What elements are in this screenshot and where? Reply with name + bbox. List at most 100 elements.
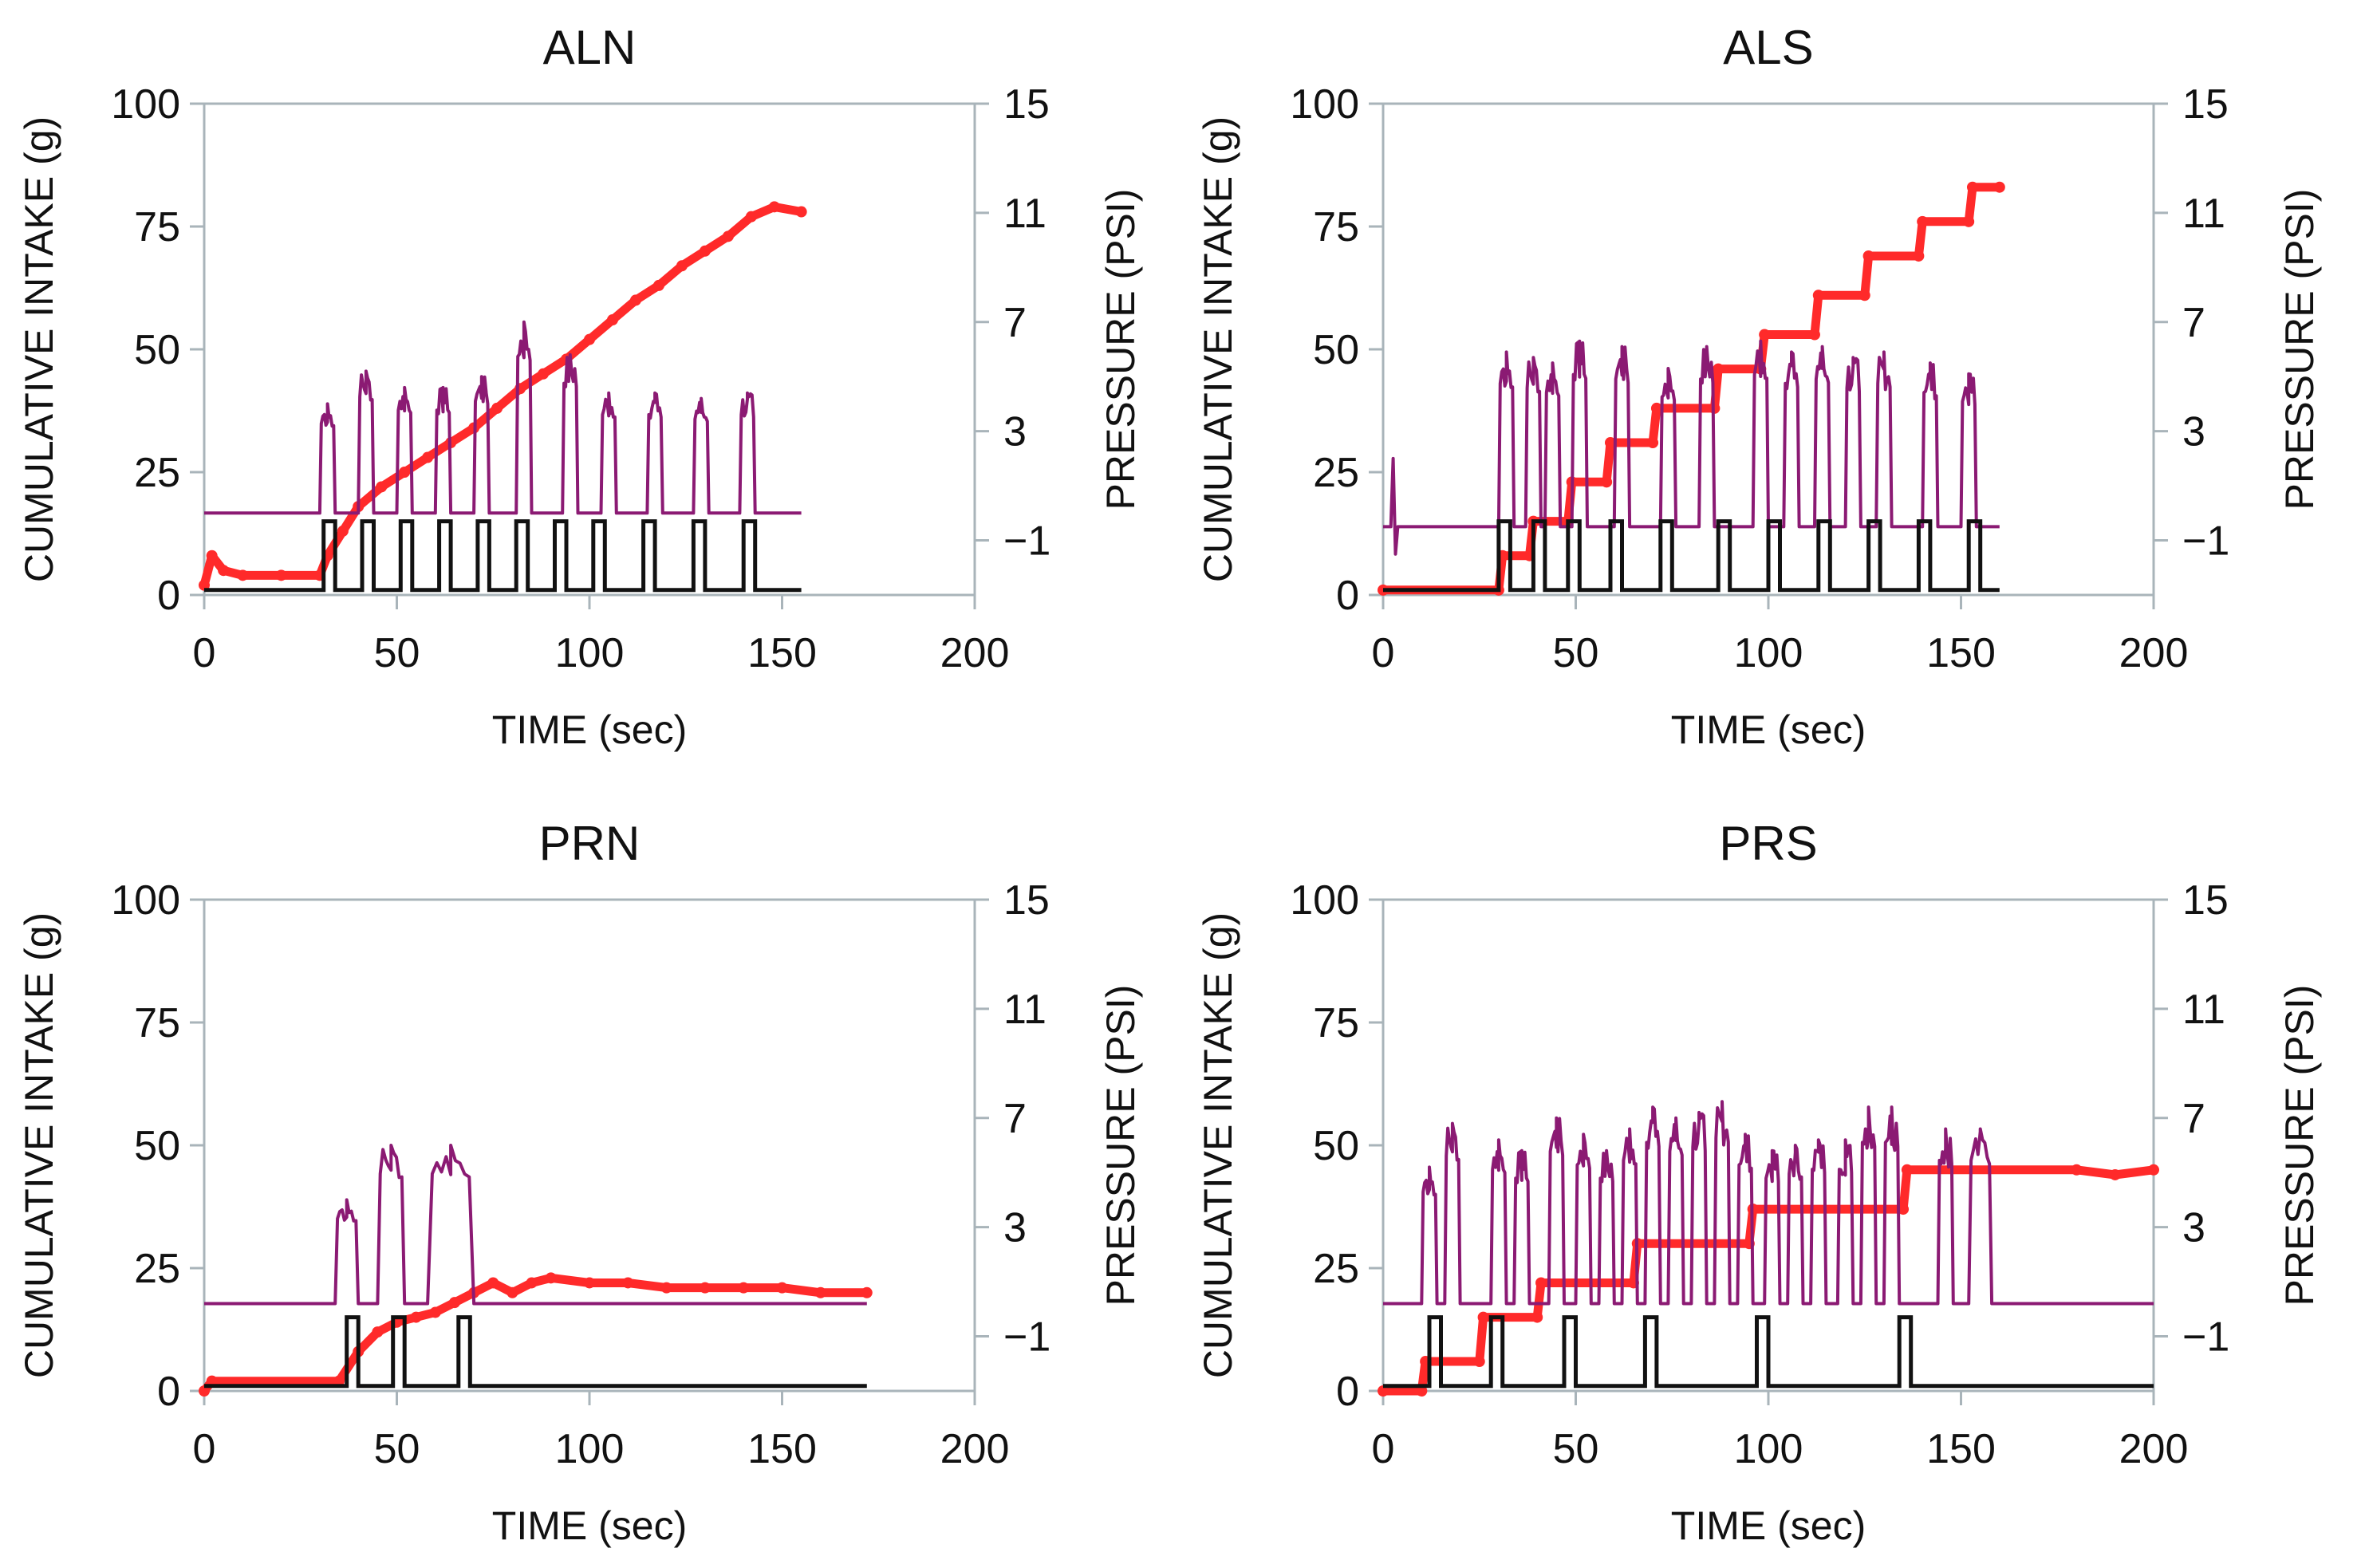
intake-point (206, 550, 218, 561)
y2-tick-label: −1 (1003, 518, 1050, 565)
chart-title: ALS (1723, 21, 1813, 74)
y2-tick-label: 3 (1003, 1205, 1027, 1251)
intake-point (1862, 250, 1874, 262)
y2-tick-label: 11 (2182, 987, 2225, 1033)
x-tick-label: 200 (2119, 630, 2189, 676)
series-pressure (1383, 339, 2000, 556)
y-tick-label: 0 (1336, 573, 1359, 619)
intake-point (448, 1297, 460, 1309)
series-valve (204, 519, 802, 593)
y-tick-label: 25 (1313, 450, 1359, 496)
series-pressure (204, 1144, 867, 1306)
intake-point (1477, 1311, 1489, 1323)
intake-point (507, 1286, 518, 1298)
y-tick-label: 50 (1313, 1123, 1359, 1169)
x-tick-label: 50 (1553, 630, 1599, 676)
intake-point (795, 206, 807, 218)
y-tick-label: 25 (134, 450, 180, 496)
intake-point (1650, 402, 1662, 414)
y-tick-label: 0 (157, 573, 180, 619)
intake-point (237, 569, 249, 581)
y2-tick-label: −1 (1003, 1314, 1050, 1361)
series-cumulative-intake (199, 1273, 872, 1396)
intake-point (538, 368, 550, 380)
y2-tick-label: 15 (2182, 877, 2229, 924)
intake-point (660, 1282, 672, 1294)
intake-point (199, 579, 210, 591)
chart-title: ALN (543, 21, 637, 74)
intake-point (699, 245, 711, 257)
intake-point (372, 1326, 384, 1338)
intake-point (768, 201, 780, 213)
intake-point (861, 1286, 873, 1298)
intake-point (2109, 1168, 2121, 1180)
intake-point (218, 565, 230, 577)
x-tick-label: 0 (1372, 630, 1395, 676)
intake-point (814, 1286, 826, 1298)
x-tick-label: 200 (940, 1426, 1010, 1472)
x-axis-label: TIME (sec) (492, 1503, 687, 1548)
chart-title: PRN (539, 817, 641, 870)
intake-point (1917, 215, 1929, 227)
x-tick-label: 50 (1553, 1426, 1599, 1472)
intake-point (337, 525, 349, 537)
intake-point (722, 230, 734, 242)
y-tick-label: 25 (134, 1246, 180, 1292)
x-tick-label: 200 (2119, 1426, 2189, 1472)
y-tick-label: 75 (134, 1000, 180, 1046)
x-tick-label: 150 (1926, 1426, 1996, 1472)
y-axis-label: CUMULATIVE INTAKE (g) (1196, 912, 1240, 1378)
intake-point (1647, 437, 1659, 449)
intake-point (491, 402, 503, 414)
x-tick-label: 100 (555, 1426, 625, 1472)
y2-tick-label: 3 (2182, 409, 2205, 455)
y2-axis-label: PRESSURE (PSI) (1098, 189, 1143, 510)
x-axis-label: TIME (sec) (1671, 1503, 1866, 1548)
y2-tick-label: 15 (1003, 81, 1050, 128)
intake-point (376, 481, 388, 493)
intake-point (738, 1282, 750, 1294)
intake-point (2071, 1164, 2083, 1176)
intake-point (526, 1277, 538, 1289)
y-tick-label: 75 (1313, 1000, 1359, 1046)
series-valve (1383, 1315, 2154, 1389)
intake-point (1808, 329, 1820, 341)
y-tick-label: 100 (1290, 81, 1359, 128)
intake-point (1898, 1204, 1910, 1215)
intake-point (584, 333, 595, 345)
intake-point (1378, 1385, 1389, 1397)
intake-point (584, 1277, 595, 1289)
series-pressure (204, 320, 802, 515)
intake-point (1759, 329, 1771, 341)
intake-point (1858, 290, 1870, 301)
y-axis-label: CUMULATIVE INTAKE (g) (1196, 116, 1240, 582)
x-tick-label: 50 (374, 630, 420, 676)
intake-point (2148, 1164, 2159, 1176)
y-tick-label: 50 (1313, 327, 1359, 373)
intake-point (1416, 1385, 1428, 1397)
y-tick-label: 50 (134, 1123, 180, 1169)
intake-point (776, 1282, 788, 1294)
intake-point (699, 1282, 711, 1294)
x-tick-label: 150 (1926, 630, 1996, 676)
chart-panel-prn: PRN 0 50 100 150 200 0 25 50 75 100 −1 3 7 11 15 TIME (s… (17, 817, 1143, 1548)
x-tick-label: 100 (1734, 630, 1803, 676)
x-tick-label: 0 (193, 630, 216, 676)
intake-point (1531, 1311, 1543, 1323)
y-tick-label: 75 (1313, 204, 1359, 250)
y2-axis-label: PRESSURE (PSI) (1098, 985, 1143, 1306)
intake-point (1713, 363, 1724, 375)
x-tick-label: 150 (747, 630, 817, 676)
intake-point (1535, 1277, 1547, 1289)
y2-tick-label: 11 (2182, 191, 2225, 237)
chart-title: PRS (1719, 817, 1817, 870)
intake-point (1963, 215, 1975, 227)
intake-point (622, 1277, 634, 1289)
x-tick-label: 150 (747, 1426, 817, 1472)
y2-tick-label: −1 (2182, 518, 2229, 565)
intake-point (606, 314, 618, 326)
intake-point (206, 1375, 218, 1387)
y-tick-label: 100 (111, 877, 180, 924)
y-tick-label: 50 (134, 327, 180, 373)
